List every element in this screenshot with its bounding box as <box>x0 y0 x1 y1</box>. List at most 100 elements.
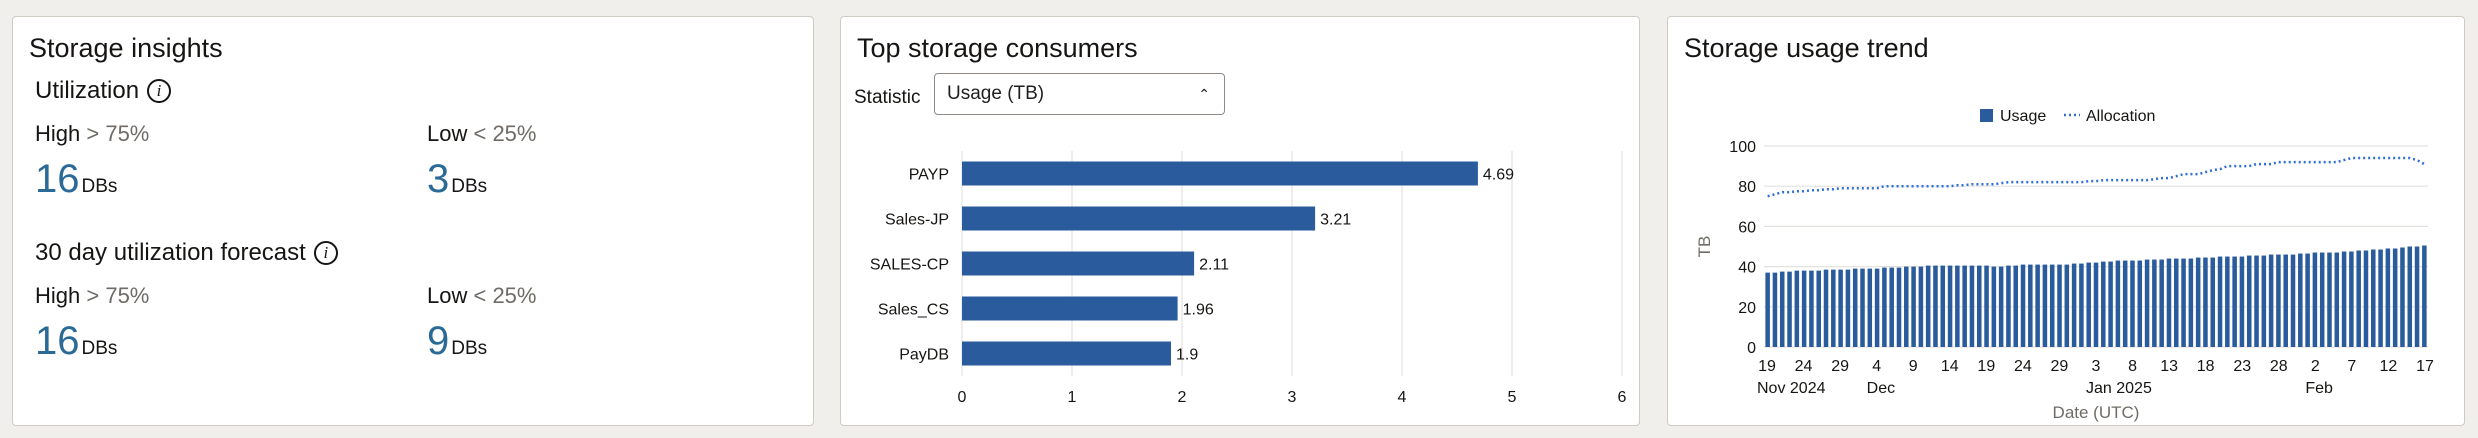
trend-usage-bar[interactable] <box>2195 257 2201 347</box>
trend-usage-bar[interactable] <box>2079 263 2084 347</box>
trend-usage-bar[interactable] <box>1896 267 1902 347</box>
trend-usage-bar[interactable] <box>2239 256 2245 347</box>
trend-usage-bar[interactable] <box>1874 268 1880 347</box>
info-icon[interactable]: i <box>313 241 338 265</box>
utilization-high-value[interactable]: 16 DBs <box>35 157 117 202</box>
trend-usage-bar[interactable] <box>2319 252 2325 347</box>
trend-usage-bar[interactable] <box>1955 265 1960 347</box>
trend-usage-bar[interactable] <box>1823 269 1829 347</box>
utilization-low-value[interactable]: 3 DBs <box>427 157 487 202</box>
trend-usage-bar[interactable] <box>2254 255 2259 347</box>
trend-usage-bar[interactable] <box>2108 261 2113 347</box>
trend-usage-bar[interactable] <box>2137 260 2143 347</box>
trend-usage-bar[interactable] <box>2210 257 2216 347</box>
consumers-bar[interactable] <box>962 251 1195 276</box>
trend-usage-bar[interactable] <box>2371 249 2376 347</box>
trend-usage-bar[interactable] <box>2363 250 2369 347</box>
trend-usage-bar[interactable] <box>2422 245 2427 347</box>
trend-usage-bar[interactable] <box>2334 252 2340 347</box>
trend-usage-bar[interactable] <box>1882 267 1887 347</box>
trend-usage-bar[interactable] <box>1933 265 1938 347</box>
trend-usage-bar[interactable] <box>2071 263 2077 347</box>
trend-usage-bar[interactable] <box>2232 256 2237 347</box>
trend-usage-bar[interactable] <box>2283 254 2288 347</box>
trend-usage-bar[interactable] <box>1976 265 1982 347</box>
trend-usage-bar[interactable] <box>2327 252 2332 347</box>
trend-usage-bar[interactable] <box>1918 266 1924 347</box>
trend-usage-bar[interactable] <box>2130 260 2135 347</box>
trend-usage-bar[interactable] <box>2385 248 2391 347</box>
trend-usage-bar[interactable] <box>2006 265 2011 347</box>
trend-usage-bar[interactable] <box>2305 253 2310 347</box>
trend-usage-bar[interactable] <box>2093 262 2099 347</box>
trend-usage-bar[interactable] <box>2152 259 2157 347</box>
trend-usage-bar[interactable] <box>1801 270 1807 347</box>
trend-usage-bar[interactable] <box>2312 252 2318 347</box>
trend-usage-bar[interactable] <box>1765 272 1770 347</box>
consumers-bar[interactable] <box>962 206 1316 231</box>
trend-usage-bar[interactable] <box>2122 260 2128 347</box>
trend-usage-bar[interactable] <box>1889 267 1894 347</box>
trend-usage-bar[interactable] <box>2174 258 2179 347</box>
trend-usage-bar[interactable] <box>1925 265 1931 347</box>
trend-usage-bar[interactable] <box>2356 250 2361 347</box>
trend-usage-bar[interactable] <box>2144 259 2150 347</box>
consumers-bar[interactable] <box>962 296 1178 321</box>
trend-usage-bar[interactable] <box>1940 265 1946 347</box>
trend-usage-bar[interactable] <box>1991 266 1997 347</box>
trend-usage-bar[interactable] <box>1787 271 1792 347</box>
trend-usage-bar[interactable] <box>2246 255 2252 347</box>
trend-usage-bar[interactable] <box>2217 256 2223 347</box>
trend-usage-bar[interactable] <box>2341 251 2347 347</box>
trend-usage-bar[interactable] <box>2013 265 2018 347</box>
trend-usage-bar[interactable] <box>2392 248 2398 347</box>
trend-usage-bar[interactable] <box>2400 247 2405 347</box>
trend-usage-bar[interactable] <box>1845 269 1851 347</box>
info-icon[interactable]: i <box>147 79 172 103</box>
statistic-select[interactable]: Usage (TB) ⌃ <box>934 73 1225 115</box>
trend-usage-bar[interactable] <box>2188 258 2194 347</box>
trend-usage-bar[interactable] <box>1852 268 1858 347</box>
trend-usage-bar[interactable] <box>2042 264 2048 347</box>
trend-usage-bar[interactable] <box>1831 269 1836 347</box>
trend-usage-bar[interactable] <box>1911 266 1916 347</box>
trend-usage-bar[interactable] <box>1904 266 1909 347</box>
trend-usage-bar[interactable] <box>2349 251 2354 347</box>
trend-usage-bar[interactable] <box>2181 258 2186 347</box>
trend-usage-bar[interactable] <box>2268 254 2274 347</box>
trend-usage-bar[interactable] <box>1779 271 1785 347</box>
trend-usage-bar[interactable] <box>2407 246 2413 348</box>
trend-usage-bar[interactable] <box>1860 268 1865 347</box>
trend-usage-bar[interactable] <box>2115 260 2121 347</box>
trend-usage-bar[interactable] <box>2225 256 2230 347</box>
trend-usage-bar[interactable] <box>1816 270 1821 347</box>
trend-usage-bar[interactable] <box>1794 270 1800 347</box>
consumers-bar[interactable] <box>962 161 1478 186</box>
forecast-low-value[interactable]: 9 DBs <box>427 319 487 364</box>
trend-usage-bar[interactable] <box>2276 254 2281 347</box>
trend-usage-bar[interactable] <box>2298 253 2303 347</box>
trend-usage-bar[interactable] <box>2159 259 2164 347</box>
trend-usage-bar[interactable] <box>1809 270 1814 347</box>
trend-usage-bar[interactable] <box>2028 264 2033 347</box>
trend-usage-bar[interactable] <box>2064 264 2070 347</box>
trend-usage-bar[interactable] <box>2101 261 2106 347</box>
forecast-high-value[interactable]: 16 DBs <box>35 319 117 364</box>
trend-usage-bar[interactable] <box>1962 265 1967 347</box>
trend-usage-bar[interactable] <box>2261 255 2267 347</box>
trend-usage-bar[interactable] <box>1998 266 2004 347</box>
trend-usage-bar[interactable] <box>1838 269 1843 347</box>
trend-usage-bar[interactable] <box>1772 272 1778 347</box>
trend-usage-bar[interactable] <box>1969 265 1975 347</box>
trend-usage-bar[interactable] <box>2035 264 2040 347</box>
trend-usage-bar[interactable] <box>1984 265 1989 347</box>
trend-usage-bar[interactable] <box>2166 258 2172 347</box>
trend-usage-bar[interactable] <box>2049 264 2055 347</box>
trend-usage-bar[interactable] <box>2086 262 2091 347</box>
consumers-bar[interactable] <box>962 341 1171 366</box>
trend-usage-bar[interactable] <box>1947 265 1953 347</box>
trend-usage-bar[interactable] <box>2057 264 2062 347</box>
trend-usage-bar[interactable] <box>2414 246 2420 348</box>
trend-usage-bar[interactable] <box>2290 254 2296 347</box>
trend-usage-bar[interactable] <box>2378 249 2383 347</box>
